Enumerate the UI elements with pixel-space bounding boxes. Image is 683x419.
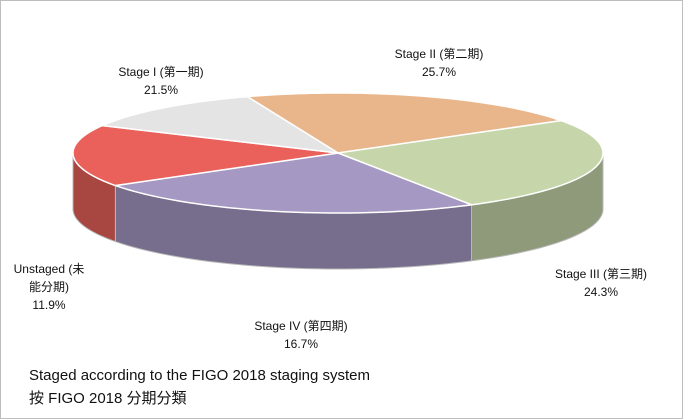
- footnote: 按 FIGO 2018 分期分類: [29, 390, 187, 407]
- value-label: 25.7%: [421, 65, 457, 79]
- category-label: Stage III (第三期): [554, 267, 648, 281]
- category-label: Stage I (第一期): [118, 65, 204, 79]
- category-label: Stage II (第二期): [394, 47, 484, 61]
- value-label: 16.7%: [283, 337, 319, 351]
- pie-slice: [245, 92, 562, 154]
- value-label: 11.9%: [32, 298, 66, 312]
- slice-label: Stage II (第二期) 25.7%: [374, 45, 504, 81]
- slice-label: Unstaged (未能分期) 11.9%: [9, 260, 89, 314]
- pie-slice: [99, 95, 339, 154]
- value-label: 21.5%: [143, 83, 179, 97]
- pie-slice: [72, 124, 339, 187]
- category-label: Unstaged (未能分期): [13, 262, 85, 294]
- category-label: Stage IV (第四期): [254, 319, 348, 333]
- slice-label: Stage I (第一期) 21.5%: [96, 63, 226, 99]
- slice-label: Stage IV (第四期) 16.7%: [236, 317, 366, 353]
- value-label: 24.3%: [583, 285, 619, 299]
- footnote: Staged according to the FIGO 2018 stagin…: [29, 367, 371, 384]
- pie-slice: [335, 119, 604, 206]
- slice-label: Stage III (第三期) 24.3%: [536, 265, 666, 301]
- pie-slice: [115, 152, 472, 214]
